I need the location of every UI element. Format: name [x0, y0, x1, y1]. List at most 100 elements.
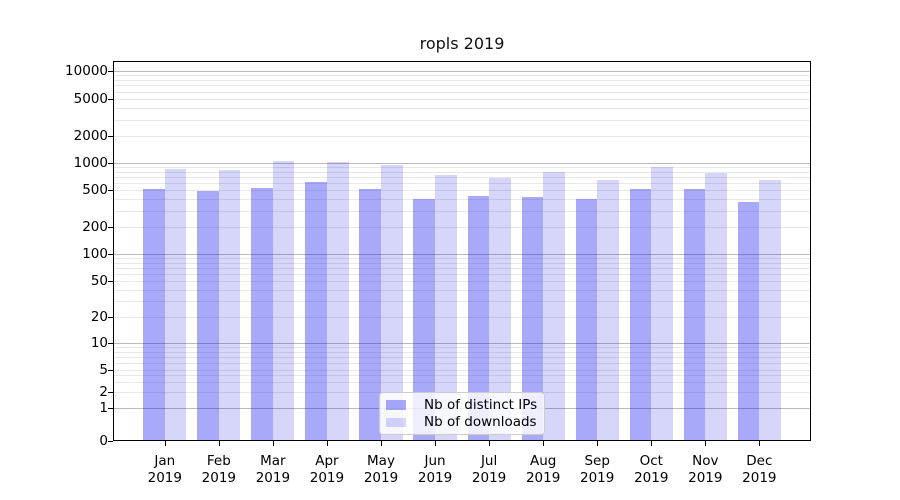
gridline-minor — [114, 167, 810, 169]
gridline-minor — [114, 258, 810, 260]
y-tick-label: 20 — [90, 309, 108, 325]
gridline-minor — [114, 199, 810, 200]
bar-downloads-mar — [272, 161, 295, 441]
x-tick — [543, 441, 545, 446]
x-tick-label: Apr 2019 — [309, 453, 345, 486]
y-tick — [108, 392, 113, 393]
gridline-minor — [114, 91, 810, 93]
x-tick-label: May 2019 — [363, 453, 399, 486]
x-tick — [381, 441, 382, 446]
gridline-minor — [114, 108, 810, 109]
bar-distinct-ips-jul — [467, 196, 490, 441]
gridline-major — [114, 163, 810, 164]
x-tick — [272, 441, 274, 446]
y-tick-label: 1000 — [73, 155, 108, 171]
x-tick-label: Mar 2019 — [255, 453, 291, 486]
bar-distinct-ips-oct — [629, 189, 652, 441]
x-tick — [705, 441, 707, 446]
gridline-major — [114, 343, 810, 344]
gridline-minor — [114, 356, 810, 358]
bar-distinct-ips-sep — [575, 198, 598, 441]
bar-distinct-ips-dec — [737, 202, 760, 441]
gridline-minor — [114, 85, 810, 87]
gridline-minor — [114, 301, 810, 303]
y-tick-label: 10 — [90, 335, 108, 351]
y-tick — [108, 370, 113, 371]
bar-downloads-may — [381, 164, 403, 441]
x-tick-label: Nov 2019 — [688, 453, 723, 486]
bar-downloads-jul — [489, 178, 511, 441]
x-tick — [489, 441, 491, 446]
bar-distinct-ips-mar — [251, 187, 273, 441]
gridline-major — [114, 254, 810, 255]
bar-downloads-feb — [218, 170, 241, 441]
bar-distinct-ips-may — [359, 188, 381, 441]
gridline-minor — [114, 289, 810, 291]
y-tick — [108, 408, 113, 409]
gridline-minor — [114, 281, 810, 282]
y-tick-label: 500 — [82, 182, 108, 198]
gridline-minor — [114, 362, 810, 364]
y-tick — [108, 71, 113, 72]
y-tick — [108, 343, 113, 344]
y-tick — [108, 281, 113, 282]
x-tick — [759, 441, 761, 446]
legend-swatch-distinct-ips — [386, 400, 406, 410]
x-tick-label: Jul 2019 — [471, 453, 507, 486]
x-tick-label: Aug 2019 — [525, 453, 561, 486]
y-tick-label: 200 — [82, 219, 108, 235]
x-tick-label: Oct 2019 — [634, 453, 669, 486]
legend-label-distinct-ips: Nb of distinct IPs — [424, 396, 538, 413]
gridline-minor — [114, 370, 810, 371]
gridline-minor — [114, 190, 810, 191]
y-tick-label: 0 — [99, 433, 108, 449]
y-tick — [108, 190, 113, 191]
legend-label-downloads: Nb of downloads — [424, 414, 537, 431]
x-tick-label: Feb 2019 — [201, 453, 237, 486]
chart-title: ropls 2019 — [419, 34, 505, 53]
y-tick-label: 10000 — [65, 63, 108, 79]
bar-downloads-apr — [326, 162, 349, 441]
x-tick — [218, 441, 220, 446]
legend: Nb of distinct IPs Nb of downloads — [379, 392, 545, 435]
x-tick-label: Dec 2019 — [742, 453, 777, 486]
bar-downloads-jun — [435, 174, 457, 441]
y-tick-label: 2000 — [73, 128, 108, 144]
gridline-minor — [114, 80, 810, 81]
bar-distinct-ips-feb — [197, 191, 219, 441]
bar-downloads-aug — [543, 171, 565, 441]
x-tick-label: Sep 2019 — [580, 453, 615, 486]
y-tick-label: 50 — [90, 273, 108, 289]
gridline-minor — [114, 99, 810, 100]
x-tick — [164, 441, 166, 446]
bar-distinct-ips-jun — [413, 198, 436, 441]
gridline-minor — [114, 210, 810, 212]
x-tick — [326, 441, 328, 446]
y-tick — [108, 99, 113, 100]
y-tick-label: 1 — [99, 400, 108, 416]
y-tick — [108, 136, 113, 137]
gridline-minor — [114, 351, 810, 353]
gridline-major — [114, 71, 810, 72]
bar-distinct-ips-nov — [683, 189, 706, 441]
y-tick-label: 5000 — [73, 91, 108, 107]
gridline-minor — [114, 182, 810, 184]
gridline-minor — [114, 136, 810, 137]
gridline-minor — [114, 262, 810, 264]
gridline-minor — [114, 227, 810, 228]
gridline-minor — [114, 273, 810, 275]
y-tick — [108, 227, 113, 228]
bar-downloads-nov — [705, 172, 727, 441]
x-tick-label: Jun 2019 — [417, 453, 453, 486]
x-tick — [597, 441, 599, 446]
bar-downloads-sep — [597, 180, 619, 441]
y-tick-label: 100 — [82, 246, 108, 262]
gridline-minor — [114, 267, 810, 269]
y-tick-label: 2 — [99, 384, 108, 400]
y-tick — [108, 254, 113, 255]
gridline-minor — [114, 382, 810, 384]
gridline-minor — [114, 171, 810, 173]
gridline-minor — [114, 347, 810, 349]
bar-downloads-dec — [759, 179, 781, 441]
